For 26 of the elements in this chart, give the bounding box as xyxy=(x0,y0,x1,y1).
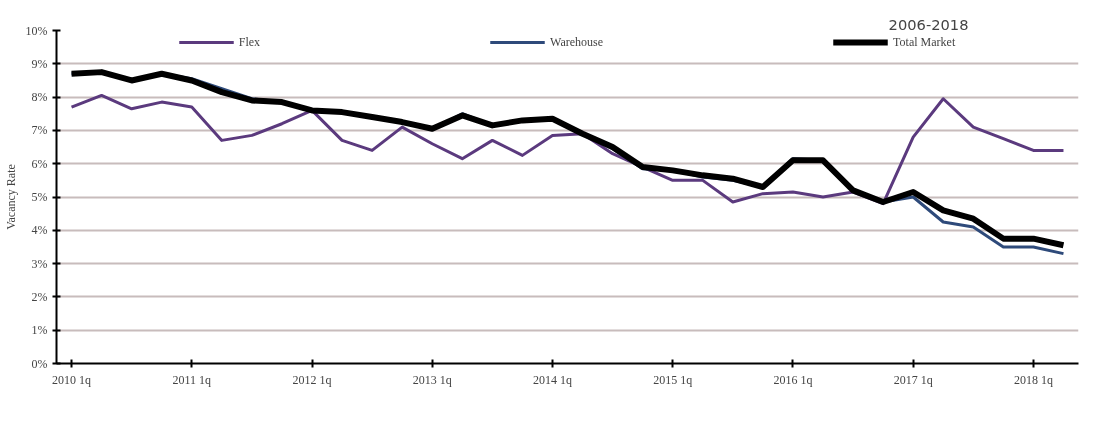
legend-label: Total Market xyxy=(893,34,956,50)
x-tick-label: 2010 1q xyxy=(52,372,92,387)
y-axis-title: Vacancy Rate xyxy=(3,164,18,230)
legend-label: Warehouse xyxy=(550,34,604,50)
legend-label: Flex xyxy=(238,34,261,50)
x-tick-label: 2011 1q xyxy=(172,372,212,387)
x-tick-label: 2018 1q xyxy=(1013,372,1053,387)
y-tick-label: 0% xyxy=(31,356,48,371)
x-tick-label: 2017 1q xyxy=(893,372,933,387)
y-tick-label: 10% xyxy=(25,23,48,38)
x-tick-label: 2015 1q xyxy=(653,372,693,387)
line-series xyxy=(70,93,1065,206)
y-tick-label: 3% xyxy=(31,256,48,271)
x-tick-label: 2014 1q xyxy=(532,372,572,387)
y-tick-label: 2% xyxy=(31,289,48,304)
y-tick-label: 9% xyxy=(31,56,48,71)
x-tick-label: 2012 1q xyxy=(292,372,332,387)
y-tick-label: 6% xyxy=(31,156,48,171)
chart-title: 2006-2018 xyxy=(888,15,969,33)
y-tick-label: 4% xyxy=(31,223,48,238)
y-tick-label: 5% xyxy=(31,190,48,204)
y-tick-label: 1% xyxy=(31,323,48,338)
y-tick-label: 7% xyxy=(31,123,48,138)
x-tick-label: 2016 1q xyxy=(773,372,813,387)
y-tick-label: 8% xyxy=(31,90,48,105)
x-tick-label: 2013 1q xyxy=(412,372,452,387)
